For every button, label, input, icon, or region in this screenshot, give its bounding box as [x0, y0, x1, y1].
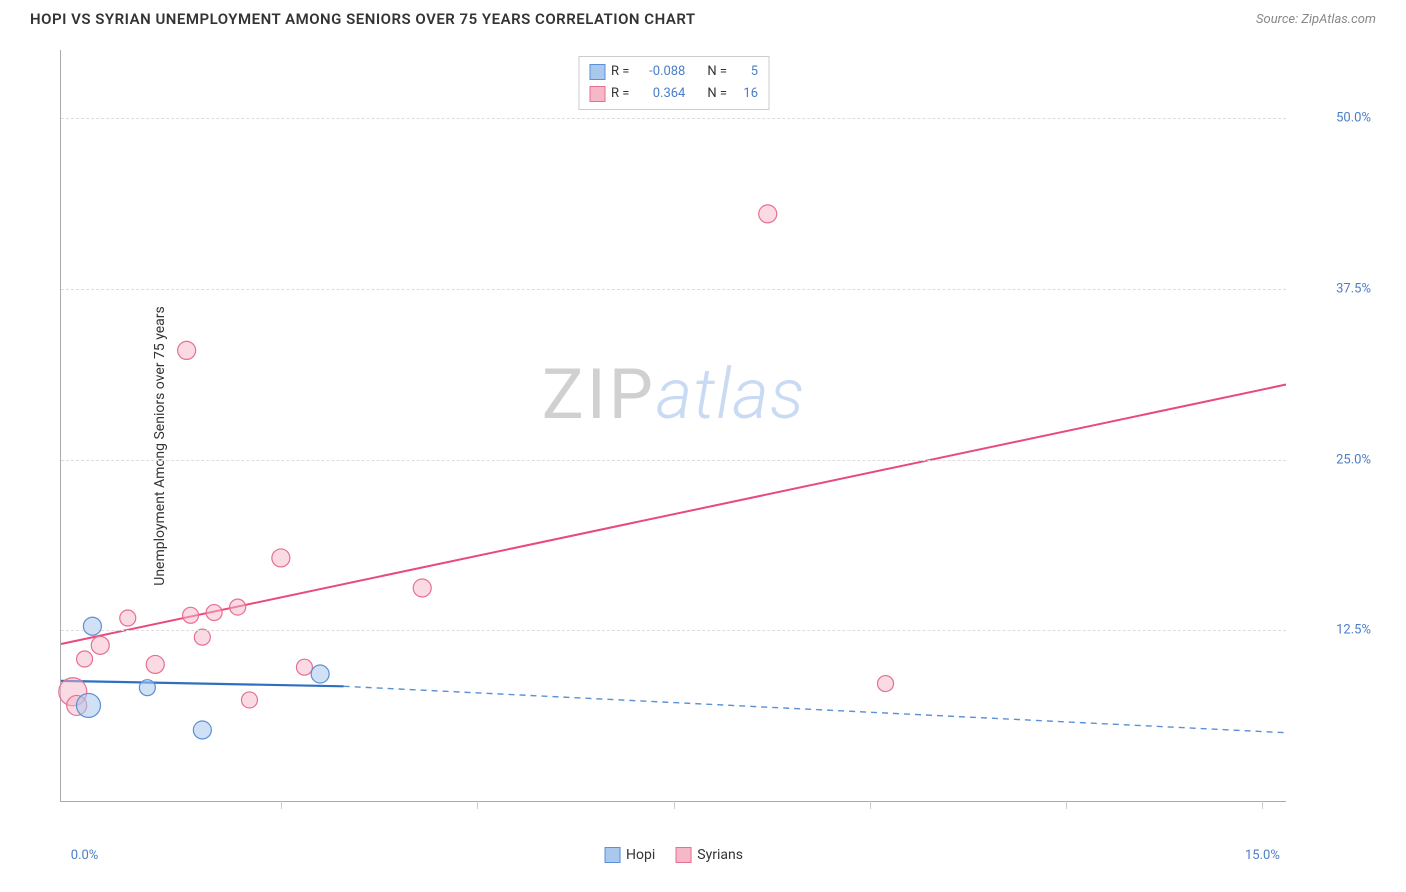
r-value-syrians: 0.364 [635, 83, 685, 105]
chart-svg [61, 50, 1286, 801]
x-tick [281, 801, 282, 809]
n-value-hopi: 5 [733, 61, 758, 83]
x-tick [1066, 801, 1067, 809]
series-legend: Hopi Syrians [604, 847, 743, 863]
chart-title: HOPI VS SYRIAN UNEMPLOYMENT AMONG SENIOR… [30, 10, 696, 28]
gridline-h [61, 118, 1286, 119]
n-label: N = [707, 83, 727, 105]
y-tick-label: 25.0% [1336, 452, 1371, 467]
gridline-h [61, 289, 1286, 290]
x-tick [674, 801, 675, 809]
stat-row-hopi: R = -0.088 N = 5 [589, 61, 758, 83]
swatch-hopi [589, 64, 605, 80]
y-tick-label: 50.0% [1336, 111, 1371, 126]
x-tick-label: 15.0% [1245, 848, 1280, 863]
x-tick [1262, 801, 1263, 809]
x-tick [870, 801, 871, 809]
swatch-syrians [675, 847, 691, 863]
source-label: Source: ZipAtlas.com [1256, 12, 1376, 27]
legend-item-hopi: Hopi [604, 847, 655, 863]
gridline-h [61, 630, 1286, 631]
stat-row-syrians: R = 0.364 N = 16 [589, 83, 758, 105]
x-tick-label: 0.0% [71, 848, 99, 863]
r-value-hopi: -0.088 [635, 61, 685, 83]
n-label: N = [707, 61, 727, 83]
legend-label-hopi: Hopi [626, 847, 655, 863]
swatch-hopi [604, 847, 620, 863]
n-value-syrians: 16 [733, 83, 758, 105]
legend-label-syrians: Syrians [697, 847, 743, 863]
stat-legend: R = -0.088 N = 5 R = 0.364 N = 16 [578, 56, 769, 110]
header: HOPI VS SYRIAN UNEMPLOYMENT AMONG SENIOR… [0, 0, 1406, 33]
r-label: R = [611, 61, 629, 83]
r-label: R = [611, 83, 629, 105]
x-tick [477, 801, 478, 809]
swatch-syrians [589, 86, 605, 102]
gridline-h [61, 460, 1286, 461]
y-tick-label: 12.5% [1336, 623, 1371, 638]
legend-item-syrians: Syrians [675, 847, 743, 863]
y-tick-label: 37.5% [1336, 281, 1371, 296]
plot-area: ZIPatlas R = -0.088 N = 5 R = 0.364 N = … [60, 50, 1286, 802]
chart-area: Unemployment Among Seniors over 75 years… [50, 50, 1386, 842]
